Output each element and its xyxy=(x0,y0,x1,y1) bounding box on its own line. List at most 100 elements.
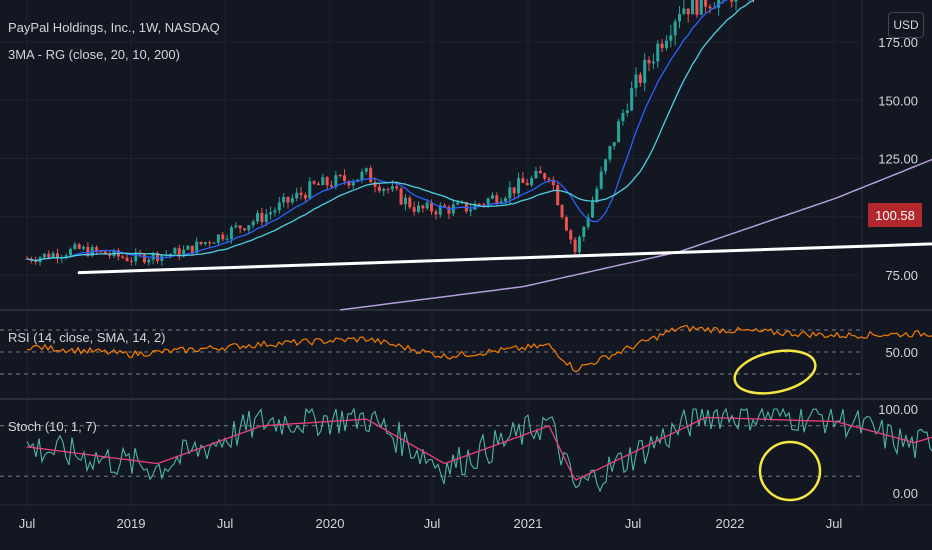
candle xyxy=(486,198,490,205)
candle xyxy=(564,217,568,231)
candle xyxy=(169,253,173,255)
candle xyxy=(121,256,125,258)
candle xyxy=(382,188,386,192)
candle xyxy=(591,201,594,218)
candle xyxy=(543,173,547,179)
candle xyxy=(430,202,434,212)
candle xyxy=(434,211,438,215)
candle xyxy=(195,241,199,253)
time-tick-label: Jul xyxy=(625,516,642,531)
candle xyxy=(456,202,460,205)
rsi-tick-label: 50.00 xyxy=(885,345,918,360)
stoch-tick-label: 100.00 xyxy=(878,402,918,417)
candle xyxy=(660,43,664,49)
stoch-k-line xyxy=(26,407,932,493)
candle xyxy=(521,178,525,184)
candle xyxy=(534,170,538,179)
stoch-d-line xyxy=(26,416,932,481)
candle xyxy=(177,248,181,257)
candle xyxy=(608,146,612,160)
candle xyxy=(190,245,194,253)
candle xyxy=(630,88,634,111)
stoch-tick-label: 0.00 xyxy=(893,486,918,501)
candle xyxy=(664,40,668,49)
candle xyxy=(364,168,368,172)
candle xyxy=(247,225,251,231)
candle xyxy=(556,185,560,206)
candle xyxy=(290,198,294,203)
candle xyxy=(34,260,38,263)
candle xyxy=(212,242,216,244)
candle xyxy=(730,0,734,2)
candle xyxy=(504,198,507,202)
candle xyxy=(617,121,621,143)
candle xyxy=(147,259,151,263)
candle xyxy=(508,187,512,199)
candle xyxy=(612,142,616,147)
stoch-annotation-circle xyxy=(758,440,822,502)
currency-button[interactable]: USD xyxy=(888,12,924,38)
candle xyxy=(325,177,329,186)
time-tick-label: 2020 xyxy=(316,516,345,531)
candle xyxy=(530,178,534,186)
candle xyxy=(273,210,277,213)
candle xyxy=(595,188,599,202)
candle xyxy=(586,217,590,227)
candle xyxy=(403,197,407,205)
candle xyxy=(717,0,721,8)
candle xyxy=(251,221,255,226)
candle xyxy=(199,241,203,245)
candle xyxy=(638,74,642,84)
candle xyxy=(464,202,468,212)
price-tick-label: 75.00 xyxy=(885,268,918,283)
candle xyxy=(108,254,112,256)
candle xyxy=(669,35,673,41)
candle xyxy=(704,0,708,7)
candle xyxy=(395,186,399,189)
time-tick-label: 2019 xyxy=(117,516,146,531)
candle xyxy=(604,159,608,172)
candle xyxy=(421,205,425,209)
candle xyxy=(42,253,46,258)
candle xyxy=(625,110,629,113)
candle xyxy=(321,177,325,186)
candle xyxy=(547,178,551,180)
ma-10-line xyxy=(26,0,729,262)
candle xyxy=(599,171,603,189)
candle xyxy=(377,186,381,192)
candle xyxy=(399,188,403,205)
candle xyxy=(686,8,690,15)
candle xyxy=(77,244,81,249)
candle xyxy=(408,197,412,208)
candle xyxy=(425,202,429,209)
candle xyxy=(495,195,499,204)
candle xyxy=(438,205,442,215)
candle xyxy=(95,247,99,252)
candle xyxy=(417,205,420,212)
candle xyxy=(243,228,246,231)
candle xyxy=(330,185,333,187)
candle xyxy=(264,214,268,223)
rsi-label: RSI (14, close, SMA, 14, 2) xyxy=(8,330,166,345)
candle xyxy=(103,251,107,255)
candle xyxy=(343,175,347,182)
candle xyxy=(482,204,486,206)
candle xyxy=(312,181,316,184)
candle xyxy=(234,225,238,228)
candle xyxy=(347,181,351,186)
candle xyxy=(682,8,686,14)
candle xyxy=(695,0,699,15)
candle xyxy=(390,186,394,190)
candle xyxy=(208,242,212,244)
candle xyxy=(269,212,273,215)
candle xyxy=(708,6,712,9)
candle xyxy=(734,0,738,2)
candle xyxy=(303,194,307,199)
rsi-line xyxy=(26,324,932,373)
candle xyxy=(221,234,225,240)
candle xyxy=(678,13,681,22)
candle xyxy=(82,246,86,249)
candle xyxy=(551,179,555,186)
candle xyxy=(86,246,90,256)
